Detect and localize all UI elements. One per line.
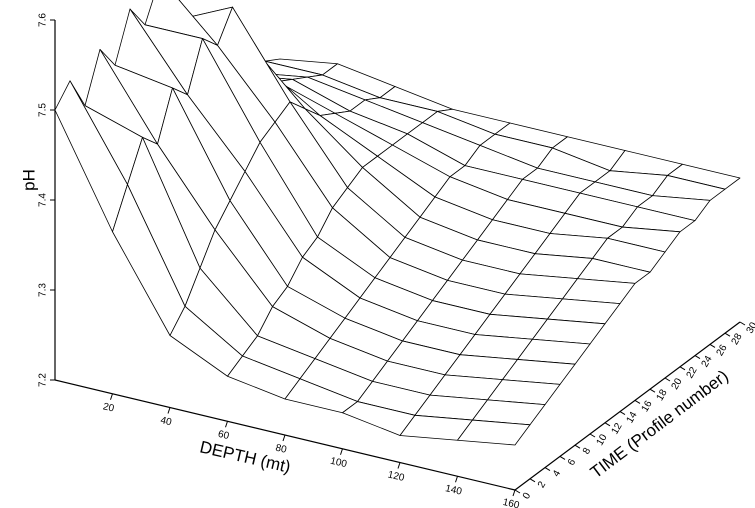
y-tick-label: 24 <box>700 354 715 370</box>
y-tick-label: 6 <box>566 457 579 468</box>
y-tick-label: 14 <box>625 410 640 426</box>
x-tick <box>341 449 343 455</box>
y-tick-label: 12 <box>610 421 625 437</box>
y-tick <box>515 490 520 493</box>
x-tick-label: 120 <box>387 469 406 484</box>
y-tick <box>635 400 640 403</box>
x-tick-label: 140 <box>444 483 463 498</box>
x-tick <box>456 476 458 482</box>
x-tick <box>226 421 228 427</box>
y-tick-label: 8 <box>581 446 594 457</box>
z-tick-label: 7.4 <box>38 193 49 207</box>
x-tick <box>398 463 400 469</box>
y-tick <box>665 378 670 381</box>
x-tick-label: 60 <box>217 429 231 442</box>
y-tick <box>650 389 655 392</box>
x-tick-label: 100 <box>329 456 348 471</box>
y-tick-label: 22 <box>685 365 700 381</box>
x-tick <box>513 490 515 496</box>
y-tick <box>620 412 625 415</box>
y-tick-label: 10 <box>595 432 610 448</box>
z-tick-label: 7.2 <box>38 373 49 387</box>
y-tick <box>530 479 535 482</box>
x-tick <box>283 435 285 441</box>
x-tick-label: 160 <box>502 497 521 508</box>
x-tick-label: 40 <box>159 415 173 428</box>
y-tick-label: 16 <box>640 399 655 415</box>
z-tick-label: 7.6 <box>38 13 49 27</box>
z-tick-label: 7.5 <box>38 103 49 117</box>
y-tick <box>695 356 700 359</box>
y-tick-label: 26 <box>715 343 730 359</box>
y-tick <box>575 445 580 448</box>
y-tick-label: 30 <box>745 320 755 336</box>
x-tick-label: 20 <box>102 401 116 414</box>
y-tick <box>740 322 745 325</box>
y-tick <box>605 423 610 426</box>
y-tick <box>560 456 565 459</box>
y-tick-label: 20 <box>670 376 685 392</box>
y-tick <box>710 344 715 347</box>
y-tick-label: 4 <box>551 468 564 479</box>
y-tick <box>725 333 730 336</box>
z-axis-title: pH <box>19 169 38 191</box>
y-tick <box>680 367 685 370</box>
y-tick-label: 18 <box>655 387 670 403</box>
chart: pH DEPTH (mt) TIME (Profile number) 7.27… <box>0 0 755 508</box>
y-tick <box>590 434 595 437</box>
x-tick <box>111 394 113 400</box>
x-tick <box>168 408 170 414</box>
y-tick-label: 2 <box>536 479 549 490</box>
y-tick-label: 28 <box>730 331 745 347</box>
y-tick <box>545 468 550 471</box>
y-tick-label: 0 <box>521 491 534 502</box>
z-tick-label: 7.3 <box>38 283 49 297</box>
y-axis-title: TIME (Profile number) <box>587 366 732 482</box>
